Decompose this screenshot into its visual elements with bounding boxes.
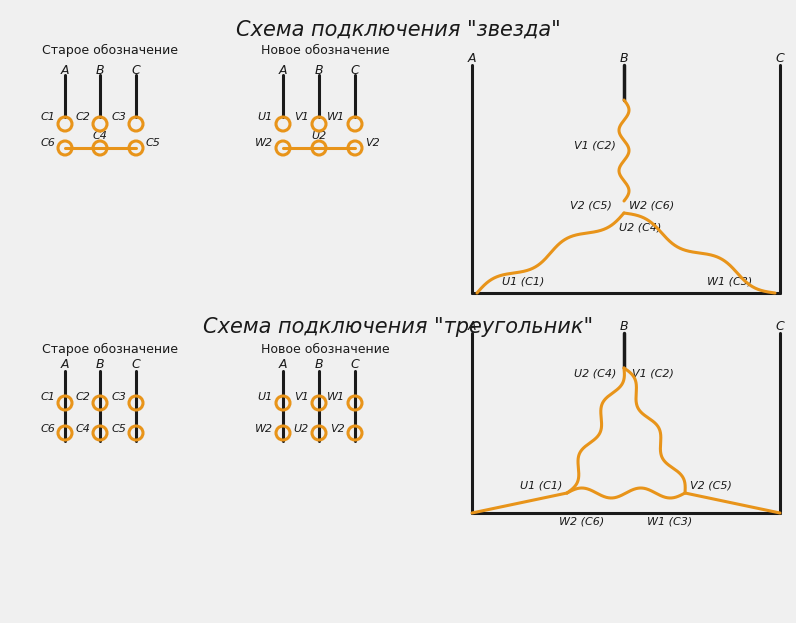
Text: C3: C3 — [111, 392, 126, 402]
Text: Старое обозначение: Старое обозначение — [42, 44, 178, 57]
Text: C1: C1 — [40, 112, 55, 122]
Text: W1 (C3): W1 (C3) — [647, 516, 693, 526]
Text: C6: C6 — [40, 138, 55, 148]
Text: Схема подключения "треугольник": Схема подключения "треугольник" — [203, 317, 593, 337]
Text: W2 (C6): W2 (C6) — [560, 516, 605, 526]
Text: V2 (C5): V2 (C5) — [570, 200, 612, 210]
Text: V2: V2 — [365, 138, 380, 148]
Text: Схема подключения "звезда": Схема подключения "звезда" — [236, 20, 560, 40]
Text: C: C — [775, 320, 784, 333]
Text: U2 (C4): U2 (C4) — [619, 222, 661, 232]
Text: C4: C4 — [92, 131, 107, 141]
Text: B: B — [96, 64, 104, 77]
Text: C2: C2 — [75, 112, 90, 122]
Text: W2 (C6): W2 (C6) — [629, 200, 674, 210]
Text: U1 (C1): U1 (C1) — [520, 480, 562, 490]
Text: U1: U1 — [258, 112, 273, 122]
Text: Новое обозначение: Новое обозначение — [260, 44, 389, 57]
Text: B: B — [314, 64, 323, 77]
Text: B: B — [620, 52, 628, 65]
Text: W1: W1 — [327, 112, 345, 122]
Text: V2: V2 — [330, 424, 345, 434]
Text: W2: W2 — [255, 138, 273, 148]
Text: A: A — [60, 358, 69, 371]
Text: C5: C5 — [111, 424, 126, 434]
Text: B: B — [620, 320, 628, 333]
Text: V1 (C2): V1 (C2) — [574, 141, 616, 151]
Text: U2: U2 — [311, 131, 326, 141]
Text: A: A — [60, 64, 69, 77]
Text: C6: C6 — [40, 424, 55, 434]
Text: U2: U2 — [294, 424, 309, 434]
Text: C4: C4 — [75, 424, 90, 434]
Text: A: A — [468, 320, 476, 333]
Text: C: C — [131, 358, 140, 371]
Text: V1: V1 — [295, 392, 309, 402]
Text: V1: V1 — [295, 112, 309, 122]
Text: B: B — [314, 358, 323, 371]
Text: W1: W1 — [327, 392, 345, 402]
Text: W2: W2 — [255, 424, 273, 434]
Text: C: C — [131, 64, 140, 77]
Text: A: A — [279, 358, 287, 371]
Text: C: C — [775, 52, 784, 65]
Text: U2 (C4): U2 (C4) — [574, 368, 616, 378]
Text: C: C — [350, 358, 359, 371]
Text: B: B — [96, 358, 104, 371]
Text: U1 (C1): U1 (C1) — [502, 276, 544, 286]
Text: A: A — [468, 52, 476, 65]
Text: Старое обозначение: Старое обозначение — [42, 343, 178, 356]
Text: Новое обозначение: Новое обозначение — [260, 343, 389, 356]
Text: C: C — [350, 64, 359, 77]
Text: U1: U1 — [258, 392, 273, 402]
Text: C2: C2 — [75, 392, 90, 402]
Text: V2 (C5): V2 (C5) — [690, 480, 732, 490]
Text: A: A — [279, 64, 287, 77]
Text: C1: C1 — [40, 392, 55, 402]
Text: C3: C3 — [111, 112, 126, 122]
Text: C5: C5 — [146, 138, 161, 148]
Text: V1 (C2): V1 (C2) — [632, 368, 674, 378]
Text: W1 (C3): W1 (C3) — [707, 276, 752, 286]
